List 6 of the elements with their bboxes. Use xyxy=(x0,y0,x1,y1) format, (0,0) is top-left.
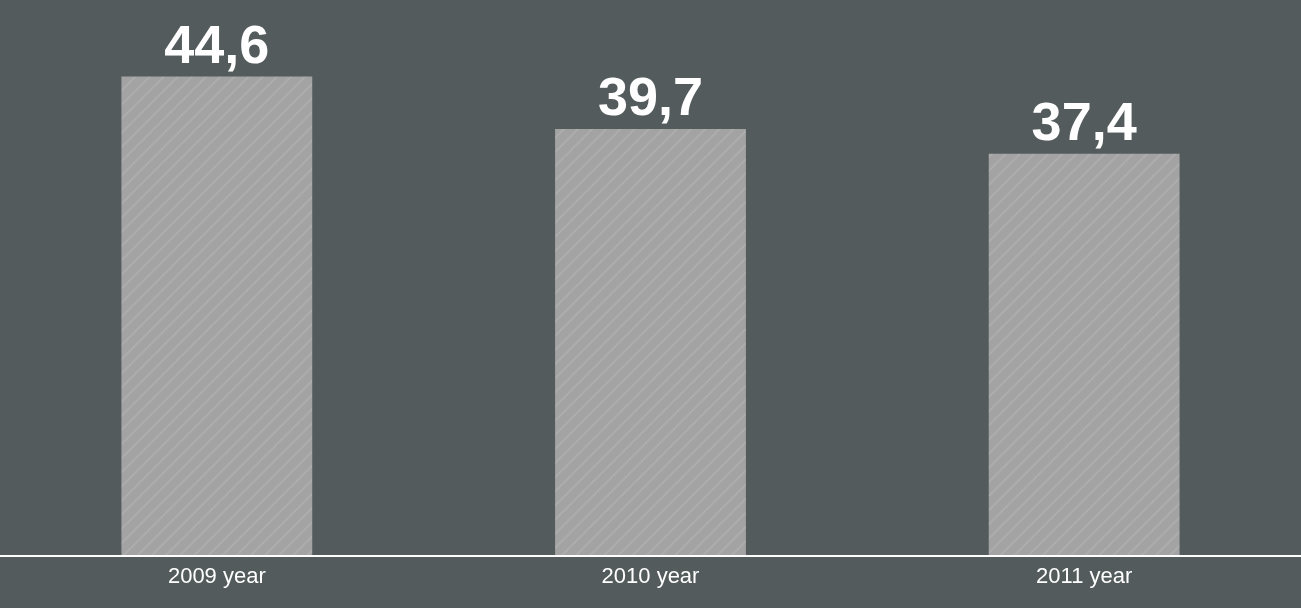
data-label: 37,4 xyxy=(1031,90,1137,151)
x-tick-label: 2010 year xyxy=(601,563,700,589)
x-tick-label: 2009 year xyxy=(167,563,266,589)
data-label: 44,6 xyxy=(164,13,270,74)
data-label: 39,7 xyxy=(597,66,704,127)
x-tick-label: 2011 year xyxy=(1036,563,1133,589)
